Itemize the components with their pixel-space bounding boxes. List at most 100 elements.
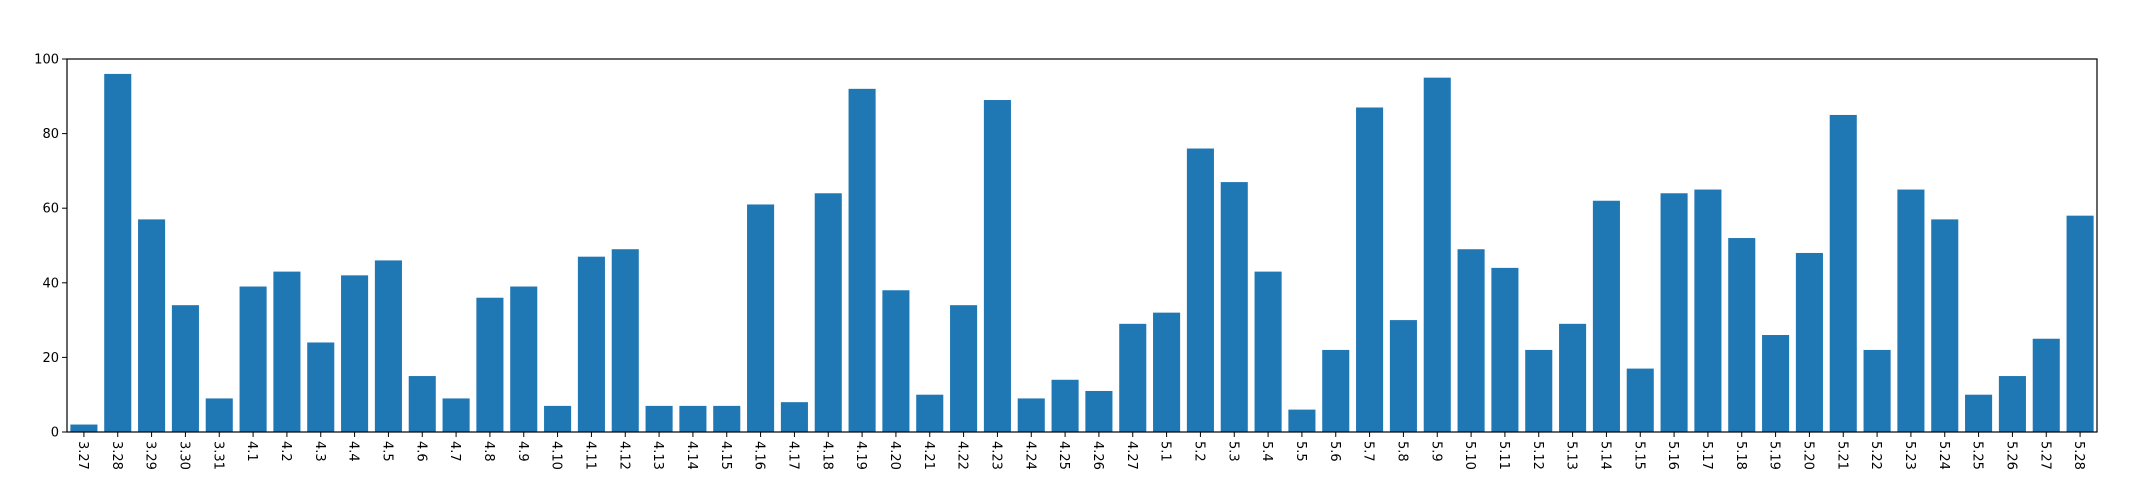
- bar-4.14: [679, 405, 707, 432]
- x-tick-label: 5.22: [1868, 441, 1883, 470]
- x-tick-label: 3.27: [75, 441, 90, 470]
- bar-5.25: [1965, 394, 1993, 432]
- x-tick-label: 5.7: [1361, 441, 1376, 462]
- bar-5.3: [1220, 182, 1248, 432]
- x-tick-label: 4.15: [718, 441, 733, 470]
- x-tick-label: 3.29: [143, 441, 158, 470]
- bar-5.18: [1728, 238, 1756, 432]
- bar-5.12: [1525, 349, 1553, 432]
- bar-4.27: [1119, 323, 1147, 432]
- x-tick-label: 4.6: [413, 441, 428, 462]
- y-tick-label: 60: [42, 202, 59, 217]
- x-axis: 3.27 3.28 3.29 3.30 3.31 4.1 4.2 4.3 4.4 4.5 4.6 4.…: [75, 432, 2086, 470]
- x-tick-label: 5.15: [1631, 441, 1646, 470]
- bar-4.11: [577, 256, 605, 432]
- x-tick-label: 4.7: [447, 441, 462, 462]
- x-tick-label: 4.18: [819, 441, 834, 470]
- x-tick-label: 5.21: [1834, 441, 1849, 470]
- x-tick-label: 4.12: [616, 441, 631, 470]
- bar-4.18: [814, 193, 842, 432]
- x-tick-label: 5.19: [1767, 441, 1782, 470]
- x-tick-label: 3.31: [210, 441, 225, 470]
- x-tick-label: 5.1: [1158, 441, 1173, 462]
- bar-5.21: [1829, 114, 1857, 432]
- x-tick-label: 5.17: [1699, 441, 1714, 470]
- bar-4.21: [916, 394, 944, 432]
- bar-3.27: [70, 424, 98, 432]
- plot-frame: [66, 58, 2098, 433]
- bar-5.16: [1660, 193, 1688, 432]
- bar-4.5: [374, 260, 402, 432]
- bar-5.4: [1254, 271, 1282, 432]
- bar-4.20: [882, 290, 910, 432]
- x-tick-label: 5.27: [2037, 441, 2052, 470]
- x-tick-label: 4.11: [582, 441, 597, 470]
- x-tick-label: 5.3: [1225, 441, 1240, 462]
- bar-5.24: [1931, 219, 1959, 432]
- bar-5.7: [1356, 107, 1384, 433]
- x-tick-label: 5.24: [1936, 441, 1951, 470]
- bar-4.24: [1017, 398, 1045, 432]
- bar-4.8: [476, 297, 504, 432]
- bar-4.17: [780, 402, 808, 432]
- x-tick-label: 5.4: [1259, 441, 1274, 462]
- bar-5.8: [1389, 320, 1417, 432]
- x-tick-label: 5.13: [1564, 441, 1579, 470]
- bar-5.14: [1592, 200, 1620, 432]
- x-tick-label: 4.21: [921, 441, 936, 470]
- x-tick-label: 4.17: [785, 441, 800, 470]
- bar-4.10: [544, 405, 572, 432]
- bar-5.2: [1186, 148, 1214, 432]
- x-tick-label: 5.8: [1394, 441, 1409, 462]
- x-tick-label: 5.25: [1970, 441, 1985, 470]
- y-tick-label: 20: [42, 351, 59, 366]
- x-tick-label: 5.6: [1327, 441, 1342, 462]
- bar-3.28: [104, 73, 132, 433]
- bar-4.9: [510, 286, 538, 432]
- x-tick-label: 3.30: [176, 441, 191, 470]
- y-tick-label: 100: [34, 53, 59, 68]
- x-tick-label: 4.16: [752, 441, 767, 470]
- bar-4.12: [611, 249, 639, 432]
- bar-5.11: [1491, 267, 1519, 432]
- bar-4.26: [1085, 390, 1113, 432]
- bar-5.20: [1795, 252, 1823, 432]
- x-tick-label: 4.13: [650, 441, 665, 470]
- x-tick-label: 5.26: [2003, 441, 2018, 470]
- y-axis: 0 20 40 60 80 100: [34, 53, 67, 441]
- x-tick-label: 5.2: [1191, 441, 1206, 462]
- bar-3.30: [171, 305, 199, 432]
- x-tick-label: 5.9: [1428, 441, 1443, 462]
- x-tick-label: 5.20: [1800, 441, 1815, 470]
- bar-5.5: [1288, 409, 1316, 432]
- bar-4.13: [645, 405, 673, 432]
- bar-4.23: [983, 100, 1011, 432]
- bar-4.16: [747, 204, 775, 432]
- bar-4.3: [307, 342, 335, 432]
- x-tick-label: 5.28: [2071, 441, 2086, 470]
- bar-5.15: [1626, 368, 1654, 432]
- x-tick-label: 5.5: [1293, 441, 1308, 462]
- x-tick-label: 4.2: [278, 441, 293, 462]
- x-tick-label: 5.23: [1902, 441, 1917, 470]
- bar-3.29: [138, 219, 166, 432]
- x-tick-label: 4.4: [346, 441, 361, 462]
- x-tick-label: 5.14: [1597, 441, 1612, 470]
- y-tick-label: 0: [51, 426, 59, 441]
- bar-5.17: [1694, 189, 1722, 432]
- bar-5.23: [1897, 189, 1925, 432]
- x-tick-label: 5.11: [1496, 441, 1511, 470]
- x-tick-label: 4.19: [853, 441, 868, 470]
- bar-5.22: [1863, 349, 1891, 432]
- x-tick-label: 4.10: [549, 441, 564, 470]
- x-tick-label: 4.23: [988, 441, 1003, 470]
- x-tick-label: 4.8: [481, 441, 496, 462]
- bar-5.1: [1153, 312, 1181, 432]
- bar-4.2: [273, 271, 301, 432]
- x-tick-label: 4.24: [1022, 441, 1037, 470]
- x-tick-label: 3.28: [109, 441, 124, 470]
- x-tick-label: 4.3: [312, 441, 327, 462]
- x-tick-label: 5.10: [1462, 441, 1477, 470]
- bar-4.4: [341, 275, 369, 432]
